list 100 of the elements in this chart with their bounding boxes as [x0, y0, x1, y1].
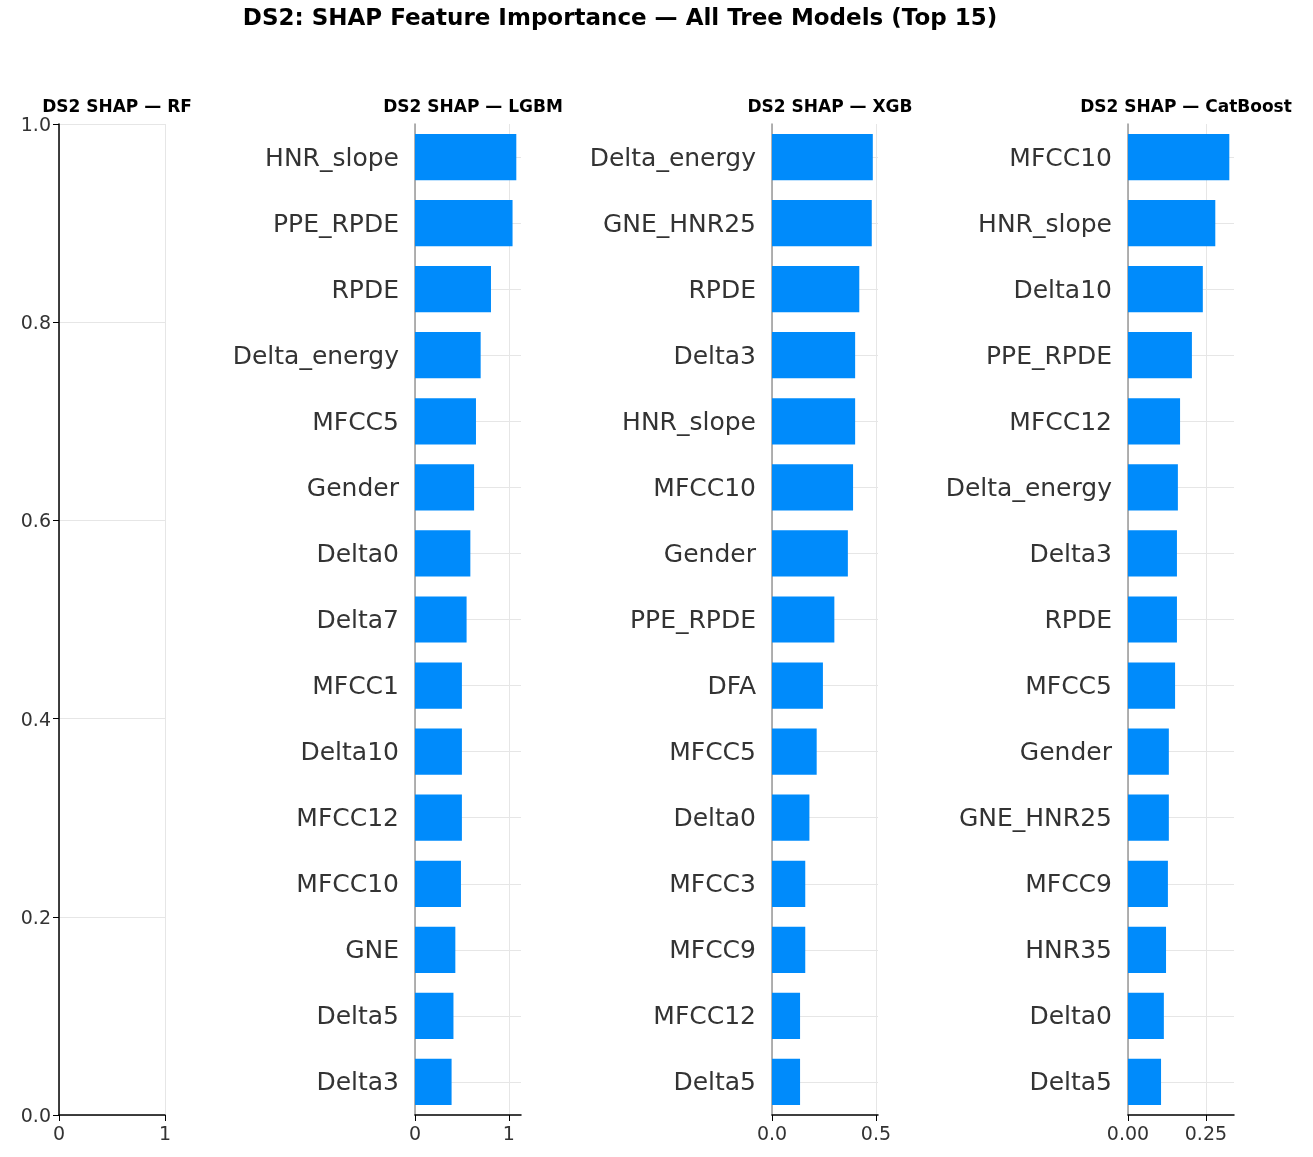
bar — [772, 266, 860, 313]
bar — [1128, 1058, 1162, 1106]
y-tick-label: GNE — [345, 935, 399, 965]
bar — [1128, 794, 1169, 841]
bar — [1128, 926, 1167, 973]
x-tick-label: 0.0 — [756, 1121, 788, 1144]
chart-title: DS2 SHAP — RF — [42, 95, 192, 116]
bar — [415, 728, 462, 775]
bar — [1128, 596, 1177, 643]
x-tick-label: 1 — [502, 1121, 515, 1144]
y-tick-label: 0.4 — [20, 707, 51, 730]
bar — [772, 1058, 801, 1106]
bar — [772, 133, 873, 181]
y-tick-label: Delta3 — [673, 340, 756, 370]
bar — [1128, 728, 1169, 775]
y-tick-label: HNR_slope — [622, 406, 756, 436]
y-tick-label: GNE_HNR25 — [602, 208, 756, 238]
y-tick-label: Gender — [1019, 737, 1113, 767]
y-tick-label: GNE_HNR25 — [958, 803, 1112, 833]
chart-title: DS2 SHAP — XGB — [747, 95, 913, 116]
y-tick-label: RPDE — [331, 274, 399, 304]
bar — [415, 662, 462, 709]
y-tick-label: Delta10 — [300, 737, 399, 767]
bar — [415, 596, 467, 643]
y-tick-label: Delta5 — [1029, 1067, 1112, 1097]
x-tick-label: 0.25 — [1184, 1121, 1228, 1144]
y-tick-label: HNR35 — [1025, 935, 1112, 965]
bar — [415, 464, 475, 511]
y-tick-label: Gender — [306, 472, 400, 502]
y-tick-label: Delta3 — [1029, 538, 1112, 568]
bar — [415, 860, 461, 907]
bar — [1128, 662, 1176, 709]
y-tick-label: HNR_slope — [978, 208, 1112, 238]
bar — [415, 398, 476, 445]
bar — [772, 464, 854, 511]
y-tick-label: 0.2 — [20, 905, 51, 928]
y-tick-label: 0.6 — [20, 509, 51, 532]
y-tick-label: Delta0 — [673, 803, 756, 833]
x-tick-label: 0.00 — [1106, 1121, 1150, 1144]
y-tick-label: 1.0 — [20, 113, 51, 135]
bar — [415, 1058, 452, 1106]
bar — [415, 332, 481, 379]
y-tick-label: PPE_RPDE — [630, 605, 756, 634]
y-tick-label: Delta10 — [1013, 274, 1112, 304]
bar — [1128, 398, 1181, 445]
bar — [1128, 332, 1192, 379]
bar — [772, 926, 806, 973]
bar — [772, 199, 872, 247]
y-tick-label: MFCC12 — [296, 803, 399, 833]
text: DS2: SHAP Feature Importance — All Tree Models (Top 15) — [241, 4, 999, 30]
x-tick-label: 0 — [408, 1121, 422, 1144]
y-tick-label: MFCC10 — [296, 869, 399, 899]
y-tick-label: Delta_energy — [232, 340, 400, 370]
y-tick-label: MFCC5 — [669, 737, 756, 767]
x-tick-label: 1 — [158, 1121, 172, 1144]
y-tick-label: RPDE — [688, 274, 756, 304]
x-tick-label: 0 — [52, 1121, 66, 1144]
y-tick-label: 0.0 — [20, 1104, 51, 1126]
bar — [415, 133, 517, 181]
y-tick-label: MFCC12 — [653, 1001, 756, 1031]
bar — [1128, 133, 1230, 181]
bar — [772, 992, 801, 1040]
bar — [415, 926, 456, 973]
bar — [415, 992, 454, 1040]
x-tick-label: 0.5 — [860, 1121, 892, 1144]
y-tick-label: MFCC10 — [1009, 142, 1112, 172]
bar — [772, 398, 856, 445]
y-tick-label: RPDE — [1044, 605, 1112, 634]
y-tick-label: Delta_energy — [945, 472, 1113, 502]
bar — [1128, 464, 1178, 511]
bar — [415, 794, 462, 841]
bar — [1128, 860, 1168, 907]
y-tick-label: MFCC9 — [669, 935, 756, 965]
y-tick-label: Delta5 — [316, 1001, 399, 1031]
y-tick-label: Delta5 — [673, 1067, 756, 1097]
y-tick-label: MFCC5 — [1025, 671, 1112, 701]
bar — [1128, 530, 1177, 577]
y-tick-label: HNR_slope — [265, 142, 399, 172]
y-tick-label: Delta7 — [316, 605, 399, 634]
bar — [1128, 992, 1164, 1040]
bar — [1128, 266, 1203, 313]
y-tick-label: DFA — [707, 671, 756, 701]
y-tick-label: MFCC10 — [653, 472, 756, 502]
chart-title: DS2 SHAP — CatBoost — [1080, 95, 1292, 116]
y-tick-label: MFCC9 — [1025, 869, 1112, 899]
y-tick-label: MFCC12 — [1009, 406, 1112, 436]
y-tick-label: 0.8 — [20, 311, 51, 334]
y-tick-label: Delta0 — [1029, 1001, 1112, 1031]
y-tick-label: PPE_RPDE — [273, 208, 399, 238]
y-tick-label: Gender — [663, 538, 757, 568]
bar — [415, 199, 513, 247]
bar — [1128, 199, 1216, 247]
y-tick-label: MFCC3 — [669, 869, 756, 899]
bar — [415, 530, 471, 577]
y-tick-label: Delta_energy — [589, 142, 757, 172]
y-tick-label: Delta0 — [316, 538, 399, 568]
y-tick-label: Delta3 — [316, 1067, 399, 1097]
bar — [772, 530, 848, 577]
chart-title: DS2 SHAP — LGBM — [383, 95, 563, 116]
y-tick-label: MFCC1 — [312, 671, 399, 701]
